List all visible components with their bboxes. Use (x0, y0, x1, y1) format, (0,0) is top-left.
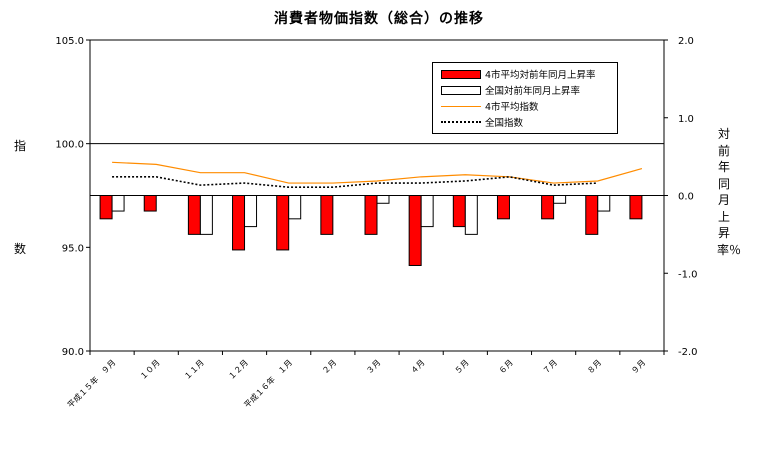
legend-label-national-rate: 全国対前年同月上昇率 (485, 86, 581, 97)
y-left-axis-title-part2: 数 (14, 242, 27, 256)
bar-4city-rate (143, 195, 157, 212)
y-left-tick-label: 90.0 (62, 347, 84, 358)
legend-swatch-red-bar (441, 69, 481, 79)
x-tick-label: １２月 (227, 358, 250, 381)
bar-national-rate (244, 195, 258, 228)
chart-title: 消費者物価指数（総合）の推移 (274, 11, 484, 27)
legend-label-4city-rate: 4市平均対前年同月上昇率 (485, 70, 596, 81)
axes: 105.0 100.0 95.0 90.0 2.0 1.0 0.0 -1.0 -2.0 (55, 36, 697, 358)
x-tick-label: 平成１５年 ９月 (65, 357, 117, 409)
legend-swatch-dotted-line (441, 121, 481, 123)
legend-item-4city-index: 4市平均指数 (441, 99, 539, 113)
y-left-tick-label: 105.0 (55, 36, 84, 47)
line-4city-index (112, 161, 643, 184)
x-tick-label: ５月 (453, 358, 471, 376)
legend: 4市平均対前年同月上昇率 全国対前年同月上昇率 4市平均指数 全国指数 (432, 62, 618, 134)
bar-national-rate (553, 195, 567, 204)
bar-national-rate (288, 195, 302, 220)
bar-4city-rate (496, 195, 510, 220)
x-tick-label: ９月 (630, 358, 648, 376)
y-right-tick-label: -2.0 (678, 347, 698, 358)
bar-national-rate (376, 195, 390, 204)
bar-4city-rate (276, 195, 290, 251)
line-national-index (112, 176, 598, 189)
y-right-tick-label: 0.0 (678, 192, 694, 203)
legend-item-4city-rate: 4市平均対前年同月上昇率 (441, 67, 596, 81)
x-tick-label: ８月 (586, 358, 604, 376)
bar-4city-rate (541, 195, 555, 220)
bar-4city-rate (408, 195, 422, 266)
lines (112, 161, 643, 189)
bar-4city-rate (232, 195, 246, 251)
y-right-tick-label: -1.0 (678, 269, 698, 280)
bar-national-rate (464, 195, 478, 235)
legend-item-national-index: 全国指数 (441, 115, 523, 129)
bars (99, 195, 643, 266)
x-tick-label: ３月 (365, 358, 383, 376)
bar-national-rate (111, 195, 125, 212)
y-left-axis-title-part1: 指 (14, 139, 27, 153)
y-left-tick-label: 100.0 (55, 140, 84, 151)
x-tick-label: 平成１６年 １月 (242, 357, 294, 409)
legend-label-national-index: 全国指数 (485, 118, 524, 129)
bar-4city-rate (364, 195, 378, 235)
legend-label-4city-index: 4市平均指数 (485, 102, 539, 113)
bar-4city-rate (452, 195, 466, 228)
x-tick-label: ２月 (321, 358, 339, 376)
x-tick-label: １１月 (182, 358, 205, 381)
x-tick-label: ７月 (541, 358, 559, 376)
bar-4city-rate (99, 195, 113, 220)
bar-4city-rate (320, 195, 334, 235)
bar-4city-rate (629, 195, 643, 220)
y-right-tick-label: 1.0 (678, 114, 694, 125)
bar-4city-rate (187, 195, 201, 235)
bar-national-rate (199, 195, 213, 235)
x-tick-label: ６月 (497, 358, 515, 376)
bar-4city-rate (585, 195, 599, 235)
x-tick-label: ４月 (409, 358, 427, 376)
y-left-tick-label: 95.0 (62, 243, 84, 254)
legend-swatch-white-bar (441, 85, 481, 95)
legend-swatch-orange-line (441, 105, 481, 107)
bar-national-rate (420, 195, 434, 228)
y-right-axis-title: 対前年同月上昇率％ (717, 127, 742, 257)
bar-national-rate (597, 195, 611, 212)
x-tick-label: １０月 (138, 358, 161, 381)
y-right-tick-label: 2.0 (678, 36, 694, 47)
legend-item-national-rate: 全国対前年同月上昇率 (441, 83, 580, 97)
